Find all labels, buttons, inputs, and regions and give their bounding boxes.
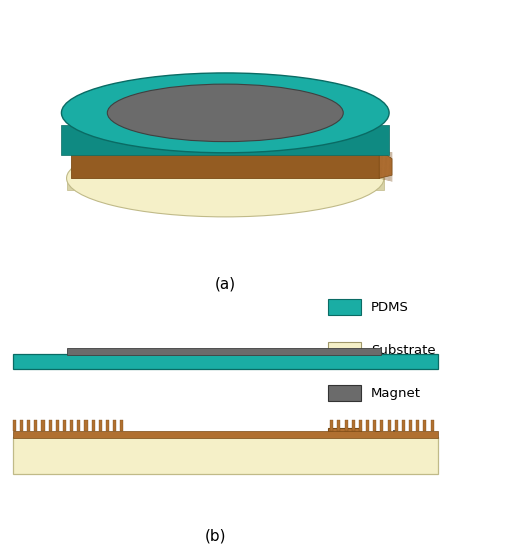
Text: Magnet: Magnet <box>371 387 421 400</box>
Bar <box>27 420 30 431</box>
Bar <box>13 420 16 431</box>
Bar <box>70 420 73 431</box>
Bar <box>92 420 95 431</box>
Bar <box>431 420 434 431</box>
Bar <box>388 420 391 431</box>
Ellipse shape <box>108 84 343 141</box>
Bar <box>395 420 398 431</box>
Bar <box>84 420 88 431</box>
Bar <box>77 420 80 431</box>
Bar <box>328 385 361 402</box>
Bar <box>120 420 123 431</box>
Ellipse shape <box>67 140 384 217</box>
Bar <box>352 420 355 431</box>
Bar <box>13 431 438 438</box>
Bar <box>99 420 102 431</box>
Text: Substrate: Substrate <box>371 344 436 356</box>
Bar <box>13 437 438 474</box>
Bar <box>328 428 361 444</box>
Bar <box>359 420 362 431</box>
Bar <box>106 420 109 431</box>
Text: Coil: Coil <box>371 430 396 443</box>
Bar <box>63 420 66 431</box>
Bar <box>402 420 405 431</box>
Bar <box>20 420 23 431</box>
Bar <box>49 420 52 431</box>
Bar <box>34 420 37 431</box>
Bar <box>328 299 361 315</box>
Bar <box>423 420 426 431</box>
Text: (b): (b) <box>204 529 226 543</box>
Polygon shape <box>61 125 389 155</box>
Text: PDMS: PDMS <box>371 301 409 314</box>
Bar <box>328 342 361 359</box>
Polygon shape <box>67 178 384 190</box>
Polygon shape <box>71 150 379 178</box>
Ellipse shape <box>61 73 389 153</box>
Bar <box>337 420 340 431</box>
Bar <box>366 420 369 431</box>
Bar <box>345 420 348 431</box>
Bar <box>380 420 383 431</box>
Bar <box>330 420 333 431</box>
Text: (a): (a) <box>215 276 236 291</box>
Bar <box>113 420 116 431</box>
Bar <box>13 354 438 369</box>
Bar <box>373 420 376 431</box>
Bar <box>409 420 412 431</box>
Bar <box>56 420 59 431</box>
Polygon shape <box>379 150 392 178</box>
Bar <box>416 420 419 431</box>
Bar <box>67 348 381 355</box>
Bar <box>41 420 45 431</box>
